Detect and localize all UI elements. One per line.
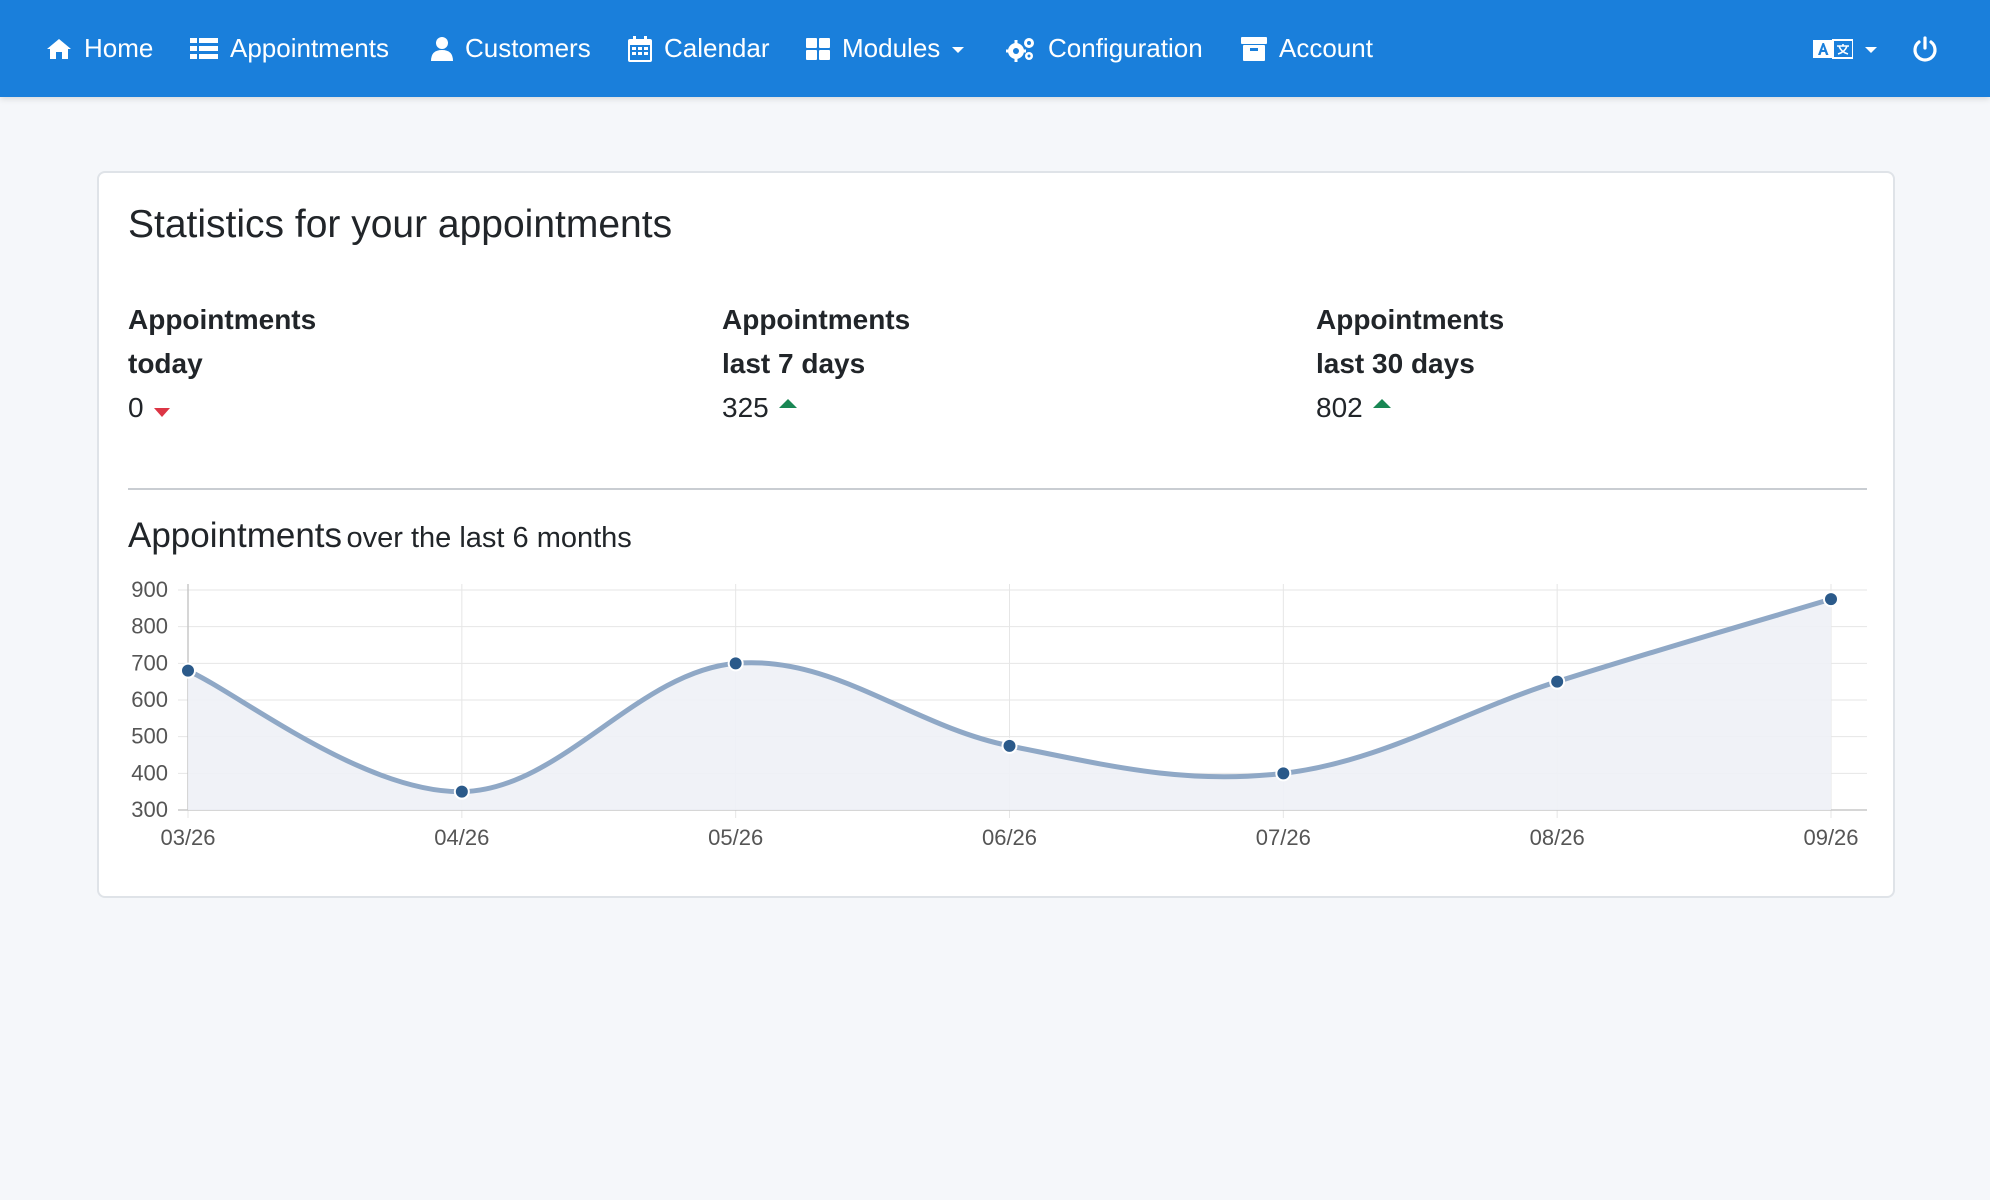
stat-value: 0: [128, 392, 144, 423]
x-tick-label: 05/26: [708, 825, 763, 850]
calendar-icon: [628, 35, 652, 62]
archive-icon: [1241, 36, 1267, 61]
nav-modules-dropdown[interactable]: Modules: [806, 0, 965, 97]
nav-configuration-label: Configuration: [1048, 33, 1203, 63]
stat-label: Appointments: [722, 304, 911, 335]
nav-appointments[interactable]: Appointments: [190, 0, 389, 97]
top-navbar: Home Appointments Customers Calendar Mod…: [0, 0, 1990, 97]
chart-heading-sub: over the last 6 months: [346, 522, 632, 554]
stat-label: last 30 days: [1316, 348, 1475, 379]
nav-configuration[interactable]: Configuration: [1006, 0, 1203, 97]
stat-label: today: [128, 348, 203, 379]
data-point: [1823, 591, 1839, 608]
x-tick-label: 09/26: [1803, 825, 1858, 850]
appointments-line-chart: 300 400 500 600 700 800 900 03/26 04/26 05/26 06/2…: [131, 577, 1867, 850]
nav-calendar-label: Calendar: [664, 33, 770, 63]
nav-modules-label: Modules: [842, 33, 941, 63]
logout-button[interactable]: [1912, 0, 1938, 97]
statistics-card: Statistics for your appointments Appoint…: [97, 171, 1895, 898]
area-fill: [188, 599, 1831, 810]
nav-home[interactable]: Home: [46, 0, 153, 97]
x-tick-label: 04/26: [434, 825, 489, 850]
stat-value: 325: [722, 392, 769, 423]
data-point: [1549, 673, 1566, 690]
user-icon: [431, 36, 453, 61]
chevron-down-icon: [952, 46, 965, 53]
y-tick-label: 500: [131, 724, 168, 749]
x-tick-label: 06/26: [982, 825, 1037, 850]
nav-calendar[interactable]: Calendar: [628, 0, 770, 97]
card-title: Statistics for your appointments: [128, 203, 673, 246]
nav-account[interactable]: Account: [1241, 0, 1373, 97]
chart-heading: Appointments over the last 6 months: [128, 516, 632, 556]
y-tick-label: 400: [131, 760, 168, 785]
power-icon: [1912, 35, 1938, 62]
chart-heading-main: Appointments: [128, 516, 343, 555]
stat-value-row: 325: [722, 386, 1282, 430]
trend-up-icon: [1372, 398, 1391, 408]
nav-account-label: Account: [1279, 33, 1373, 63]
stat-label: last 7 days: [722, 348, 866, 379]
gears-icon: [1006, 36, 1036, 62]
language-dropdown[interactable]: [1813, 0, 1877, 97]
stat-today: Appointments today 0: [128, 298, 688, 430]
x-tick-label: 08/26: [1530, 825, 1585, 850]
home-icon: [46, 38, 72, 60]
trend-up-icon: [778, 398, 797, 408]
y-tick-label: 900: [131, 577, 168, 602]
stat-value-row: 802: [1316, 386, 1876, 430]
chevron-down-icon: [1865, 46, 1877, 53]
stat-last-30-days: Appointments last 30 days 802: [1316, 298, 1876, 430]
trend-down-icon: [153, 407, 170, 417]
nav-home-label: Home: [84, 33, 154, 63]
y-tick-label: 300: [131, 797, 168, 822]
nav-customers-label: Customers: [465, 33, 591, 63]
stat-value-row: 0: [128, 386, 688, 430]
data-point: [727, 655, 744, 672]
data-point: [180, 662, 196, 679]
language-icon: [1813, 38, 1853, 60]
x-tick-label: 03/26: [160, 825, 215, 850]
divider: [128, 488, 1867, 490]
stat-value: 802: [1316, 392, 1363, 423]
stat-label: Appointments: [128, 304, 317, 335]
y-tick-label: 800: [131, 614, 168, 639]
grid-icon: [806, 37, 830, 60]
nav-appointments-label: Appointments: [230, 33, 389, 63]
data-point: [453, 783, 470, 800]
y-tick-label: 700: [131, 650, 168, 675]
x-tick-label: 07/26: [1256, 825, 1311, 850]
stat-label: Appointments: [1316, 304, 1505, 335]
y-tick-label: 600: [131, 687, 168, 712]
nav-customers[interactable]: Customers: [431, 0, 591, 97]
data-point: [1001, 737, 1018, 754]
data-point: [1275, 765, 1292, 782]
list-icon: [190, 37, 218, 61]
stat-last-7-days: Appointments last 7 days 325: [722, 298, 1282, 430]
